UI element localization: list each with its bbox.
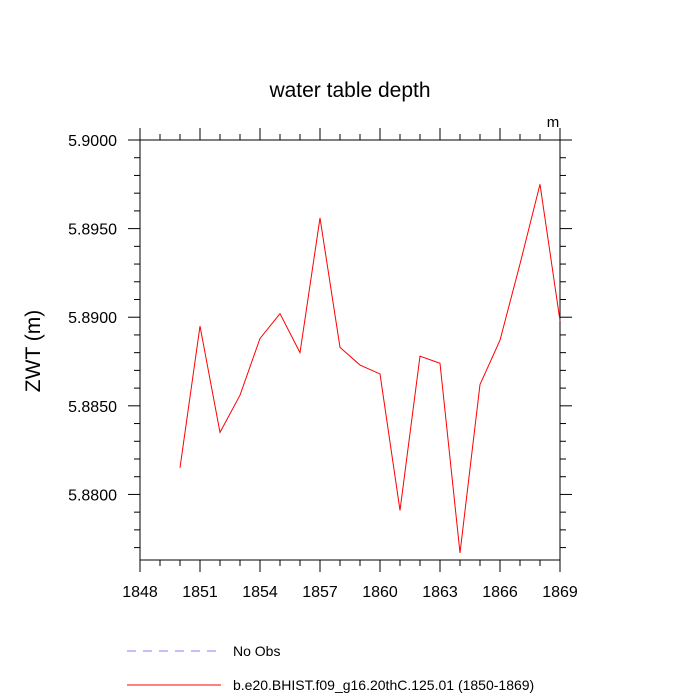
units-label: m [547, 114, 560, 131]
data-point [360, 365, 361, 366]
data-point [420, 356, 421, 357]
data-point [480, 384, 481, 385]
data-point [260, 338, 261, 339]
legend-label: No Obs [233, 643, 280, 659]
plot-frame [139, 139, 561, 561]
legend-label: b.e20.BHIST.f09_g16.20thC.125.01 (1850-1… [233, 677, 534, 693]
data-point [340, 347, 341, 348]
y-tick-label: 5.8850 [68, 399, 117, 416]
x-tick-label: 1866 [482, 584, 518, 601]
y-axis-label: ZWT (m) [22, 310, 45, 392]
x-tick-label: 1848 [122, 584, 158, 601]
axis-ticks [128, 128, 572, 572]
data-point [500, 340, 501, 341]
y-tick-label: 5.8800 [68, 487, 117, 504]
x-tick-label: 1860 [362, 584, 398, 601]
data-point [180, 467, 181, 468]
axis-tick-labels: 1848 1851 1854 1857 1860 1863 1866 1869 5.9000 5.… [68, 133, 578, 601]
data-point [300, 352, 301, 353]
data-point [460, 552, 461, 553]
x-tick-label: 1857 [302, 584, 338, 601]
data-point [320, 217, 321, 218]
x-tick-label: 1851 [182, 584, 218, 601]
x-tick-label: 1869 [542, 584, 578, 601]
y-tick-label: 5.9000 [68, 133, 117, 150]
data-point [380, 373, 381, 374]
data-point [200, 326, 201, 327]
data-point [220, 432, 221, 433]
data-point [560, 320, 561, 321]
chart-title: water table depth [268, 79, 430, 102]
y-tick-label: 5.8900 [68, 310, 117, 327]
data-point [400, 510, 401, 511]
data-point [520, 264, 521, 265]
data-point [540, 184, 541, 185]
data-point [240, 395, 241, 396]
series-line-0 [179, 184, 561, 553]
y-tick-label: 5.8950 [68, 222, 117, 239]
data-point [280, 313, 281, 314]
data-point [440, 363, 441, 364]
legend: No Obs b.e20.BHIST.f09_g16.20thC.125.01 (… [127, 643, 534, 693]
x-tick-label: 1854 [242, 584, 278, 601]
series-layer [179, 184, 561, 553]
x-tick-label: 1863 [422, 584, 458, 601]
